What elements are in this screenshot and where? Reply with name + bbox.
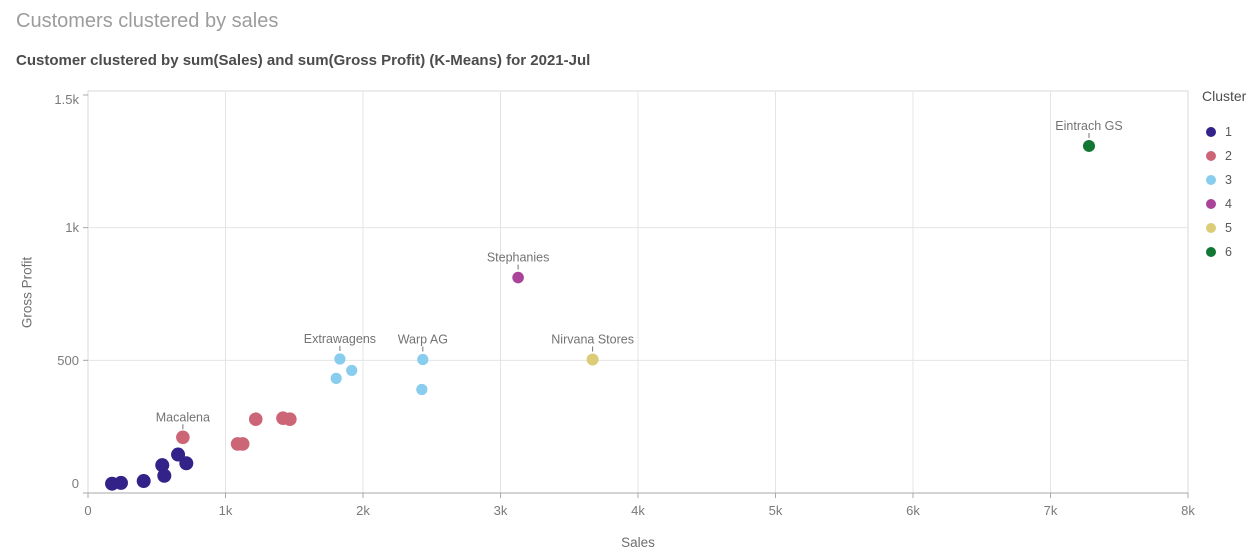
point-label: Warp AG <box>398 333 448 347</box>
x-tick-label: 4k <box>631 503 645 518</box>
legend-dot-icon <box>1206 223 1216 233</box>
data-point-cluster-3[interactable] <box>417 353 429 366</box>
data-point-cluster-1[interactable] <box>171 447 186 462</box>
data-point-cluster-1[interactable] <box>155 458 170 473</box>
legend-title: Cluster <box>1202 88 1247 104</box>
legend-item-label: 4 <box>1225 197 1232 211</box>
x-tick-label: 6k <box>906 503 920 518</box>
legend-item-cluster-1[interactable]: 1 <box>1202 120 1254 144</box>
data-point-cluster-2[interactable] <box>176 430 190 445</box>
y-tick-label: 1k <box>65 220 79 235</box>
legend-dot-icon <box>1206 199 1216 209</box>
chart-subtitle: Customer clustered by sum(Sales) and sum… <box>16 52 591 69</box>
data-point-cluster-6[interactable] <box>1083 139 1095 152</box>
data-point-cluster-3[interactable] <box>416 383 428 396</box>
data-point-cluster-2[interactable] <box>235 437 250 451</box>
data-point-cluster-4[interactable] <box>512 271 524 284</box>
data-point-cluster-2[interactable] <box>283 412 297 427</box>
legend: Cluster 1 2 3 4 5 6 <box>1202 88 1254 264</box>
data-point-cluster-1[interactable] <box>179 456 194 471</box>
point-label: Eintrach GS <box>1055 119 1122 133</box>
x-tick-label: 5k <box>769 503 783 518</box>
data-point-cluster-2[interactable] <box>248 412 263 427</box>
legend-item-cluster-5[interactable]: 5 <box>1202 216 1254 240</box>
legend-item-label: 2 <box>1225 149 1232 163</box>
x-tick-label: 3k <box>494 503 508 518</box>
x-tick-label: 7k <box>1044 503 1058 518</box>
x-axis-title: Sales <box>621 535 655 550</box>
point-label: Stephanies <box>487 251 550 265</box>
data-point-cluster-1[interactable] <box>114 475 128 490</box>
data-point-cluster-1[interactable] <box>157 468 172 483</box>
x-tick-label: 0 <box>84 503 91 518</box>
data-point-cluster-1[interactable] <box>136 474 151 489</box>
legend-dot-icon <box>1206 247 1216 257</box>
legend-item-label: 5 <box>1225 221 1232 235</box>
legend-item-label: 6 <box>1225 245 1232 259</box>
legend-item-cluster-4[interactable]: 4 <box>1202 192 1254 216</box>
y-tick-label: 500 <box>57 353 79 368</box>
data-point-cluster-3[interactable] <box>346 364 358 377</box>
y-tick-label: 1.5k <box>54 92 79 107</box>
data-point-cluster-3[interactable] <box>330 372 342 384</box>
legend-dot-icon <box>1206 151 1216 161</box>
legend-dot-icon <box>1206 175 1216 185</box>
y-axis-title: Gross Profit <box>19 256 35 329</box>
legend-items: 1 2 3 4 5 6 <box>1202 120 1254 264</box>
point-label: Nirvana Stores <box>551 333 634 347</box>
legend-item-cluster-2[interactable]: 2 <box>1202 144 1254 168</box>
x-tick-label: 1k <box>219 503 233 518</box>
legend-item-cluster-6[interactable]: 6 <box>1202 240 1254 264</box>
chart-title: Customers clustered by sales <box>16 10 279 32</box>
legend-item-label: 1 <box>1225 125 1232 139</box>
x-tick-label: 2k <box>356 503 370 518</box>
x-tick-label: 8k <box>1181 503 1195 518</box>
data-point-cluster-3[interactable] <box>334 353 346 365</box>
y-tick-label: 0 <box>72 476 79 491</box>
legend-item-label: 3 <box>1225 173 1232 187</box>
point-label: Macalena <box>156 410 210 424</box>
data-point-cluster-5[interactable] <box>586 353 599 366</box>
legend-dot-icon <box>1206 127 1216 137</box>
point-label: Extrawagens <box>304 332 376 346</box>
legend-item-cluster-3[interactable]: 3 <box>1202 168 1254 192</box>
